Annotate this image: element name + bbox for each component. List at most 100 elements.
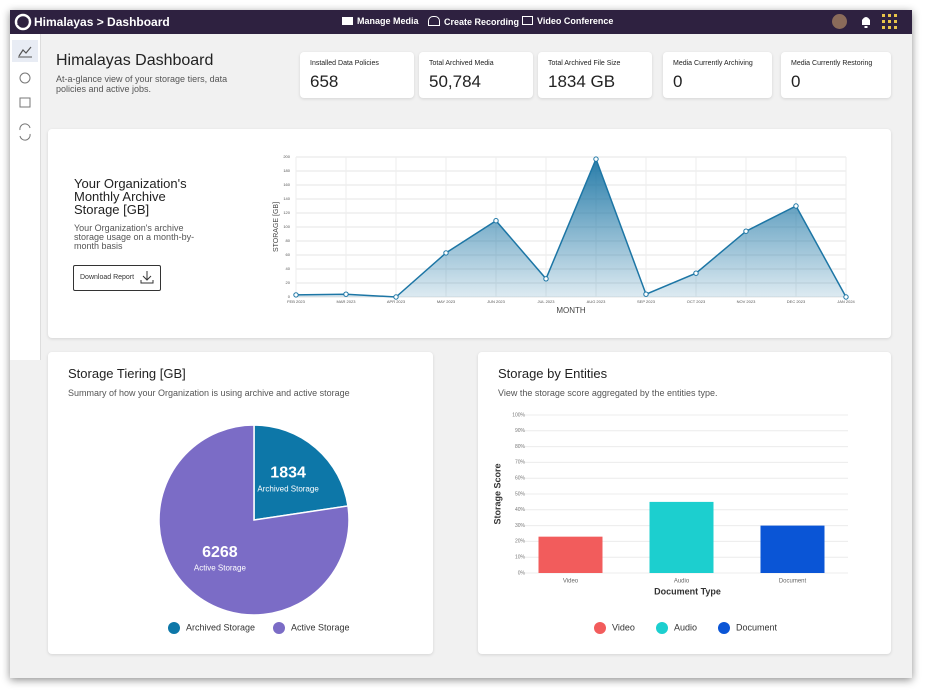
y-tick-label: 160 bbox=[283, 182, 290, 187]
archive-title: Your Organization's Monthly Archive Stor… bbox=[74, 176, 187, 217]
nav-text[interactable]: Manage Media bbox=[357, 16, 419, 26]
y-tick-label: 90% bbox=[515, 428, 526, 434]
archive-description: Your Organization's archive storage usag… bbox=[74, 223, 195, 251]
x-tick-label: JAN 2024 bbox=[837, 299, 855, 304]
download-button[interactable]: Download Report bbox=[73, 265, 161, 291]
header-title: Himalayas > Dashboard bbox=[34, 15, 170, 29]
app: Himalayas > Dashboard Manage Media Creat… bbox=[10, 10, 912, 678]
legend-swatch bbox=[656, 622, 668, 634]
x-tick-label: NOV 2023 bbox=[737, 299, 756, 304]
stat-label: Media Currently Archiving bbox=[673, 60, 753, 67]
area-line bbox=[295, 157, 847, 298]
legend-label: Video bbox=[612, 622, 635, 632]
point bbox=[643, 291, 649, 297]
stat-card: Installed Data Policies 658 bbox=[300, 52, 414, 98]
stat-label: Total Archived Media bbox=[429, 60, 494, 67]
point bbox=[443, 250, 449, 256]
y-tick-label: 50% bbox=[515, 491, 526, 497]
pie-card: Storage Tiering [GB] Summary of how your… bbox=[48, 352, 433, 654]
y-tick-label: 0% bbox=[518, 570, 526, 576]
legend-swatch bbox=[168, 622, 180, 634]
x-tick-label: Audio bbox=[674, 579, 690, 585]
stat-card: Media Currently Restoring 0 bbox=[781, 52, 891, 98]
pie-subtitle: Summary of how your Organization is usin… bbox=[68, 388, 350, 398]
stat-card: Total Archived File Size 1834 GB bbox=[538, 52, 652, 98]
bar-title: Storage by Entities bbox=[498, 366, 608, 381]
dashboard-subtitle: At-a-glance view of your storage tiers, … bbox=[56, 74, 228, 94]
bell-icon[interactable] bbox=[860, 14, 872, 29]
nav-link[interactable]: Video Conference bbox=[522, 16, 613, 26]
header: Himalayas > Dashboard Manage Media Creat… bbox=[10, 10, 912, 34]
y-tick-label: 120 bbox=[283, 210, 290, 215]
x-tick-label: MAY 2023 bbox=[437, 299, 456, 304]
legend-swatch bbox=[718, 622, 730, 634]
y-tick-label: 40% bbox=[515, 507, 526, 513]
apps-icon[interactable] bbox=[882, 14, 897, 29]
x-tick-label: Video bbox=[563, 579, 579, 585]
pie-slice bbox=[158, 424, 350, 616]
download-icon[interactable] bbox=[140, 270, 154, 284]
point bbox=[393, 294, 399, 300]
y-tick-label: 100% bbox=[512, 412, 525, 418]
y-tick-label: 180 bbox=[283, 168, 290, 173]
download-text[interactable]: Download Report bbox=[80, 274, 135, 281]
point bbox=[493, 218, 499, 224]
stat-value: 658 bbox=[310, 72, 339, 91]
bar bbox=[649, 501, 714, 573]
area-chart: 0 20 40 60 80 100 120 140 160 180 200 FEB 2023 MAR 2… bbox=[273, 154, 856, 315]
x-tick-label: OCT 2023 bbox=[687, 299, 706, 304]
bar bbox=[538, 536, 603, 573]
x-tick-label: SEP 2023 bbox=[637, 299, 656, 304]
area-fill bbox=[296, 159, 846, 297]
point bbox=[793, 203, 799, 209]
y-tick-label: 140 bbox=[283, 196, 290, 201]
nav-link[interactable]: Create Recording bbox=[428, 16, 519, 27]
legend-label: Active Storage bbox=[291, 622, 350, 632]
slice-value: 1834 bbox=[270, 465, 306, 482]
x-tick-label: JUN 2023 bbox=[487, 299, 506, 304]
point bbox=[343, 291, 349, 297]
sidebar-icons bbox=[12, 40, 38, 141]
y-tick-label: 80 bbox=[286, 238, 291, 243]
nav-text[interactable]: Video Conference bbox=[537, 16, 614, 26]
bar-chart: 0% 10% 20% 30% 40% 50% 60% 70% 80% 90% 100% Video Au… bbox=[492, 412, 848, 634]
y-tick-label: 30% bbox=[515, 523, 526, 529]
y-axis-label: Storage Score bbox=[492, 463, 502, 524]
stat-value: 0 bbox=[673, 72, 683, 91]
x-tick-label: DEC 2023 bbox=[787, 299, 806, 304]
point bbox=[593, 156, 599, 162]
point bbox=[843, 294, 849, 300]
stat-label: Installed Data Policies bbox=[310, 60, 379, 67]
stat-value: 1834 GB bbox=[548, 72, 616, 91]
x-tick-label: Document bbox=[779, 579, 807, 585]
bar bbox=[760, 525, 825, 573]
y-tick-label: 10% bbox=[515, 555, 526, 561]
bar-card: Storage by Entities View the storage sco… bbox=[478, 352, 891, 654]
stat-label: Media Currently Restoring bbox=[791, 60, 873, 67]
legend-label: Archived Storage bbox=[186, 622, 255, 632]
avatar[interactable] bbox=[832, 14, 847, 29]
nav-link[interactable]: Manage Media bbox=[342, 16, 419, 26]
y-tick-label: 60 bbox=[286, 252, 291, 257]
legend-label: Document bbox=[736, 622, 778, 632]
stat-label: Total Archived File Size bbox=[548, 60, 621, 67]
y-tick-label: 200 bbox=[283, 154, 290, 159]
point bbox=[743, 228, 749, 234]
x-tick-label: FEB 2023 bbox=[287, 299, 306, 304]
y-axis-label: STORAGE [GB] bbox=[273, 202, 280, 252]
dashboard-title: Himalayas Dashboard bbox=[56, 52, 214, 69]
slice-label: Active Storage bbox=[194, 564, 247, 573]
stat-value: 0 bbox=[791, 72, 801, 91]
y-tick-label: 80% bbox=[515, 444, 526, 450]
x-tick-label: AUG 2023 bbox=[587, 299, 606, 304]
nav-text[interactable]: Create Recording bbox=[444, 17, 520, 27]
legend-label: Audio bbox=[674, 622, 697, 632]
y-tick-label: 100 bbox=[283, 224, 290, 229]
slice-value: 6268 bbox=[202, 544, 238, 561]
y-tick-label: 0 bbox=[288, 294, 291, 299]
point bbox=[693, 270, 699, 276]
bar-subtitle: View the storage score aggregated by the… bbox=[498, 388, 718, 398]
legend-swatch bbox=[273, 622, 285, 634]
x-axis-label: Document Type bbox=[654, 586, 721, 596]
